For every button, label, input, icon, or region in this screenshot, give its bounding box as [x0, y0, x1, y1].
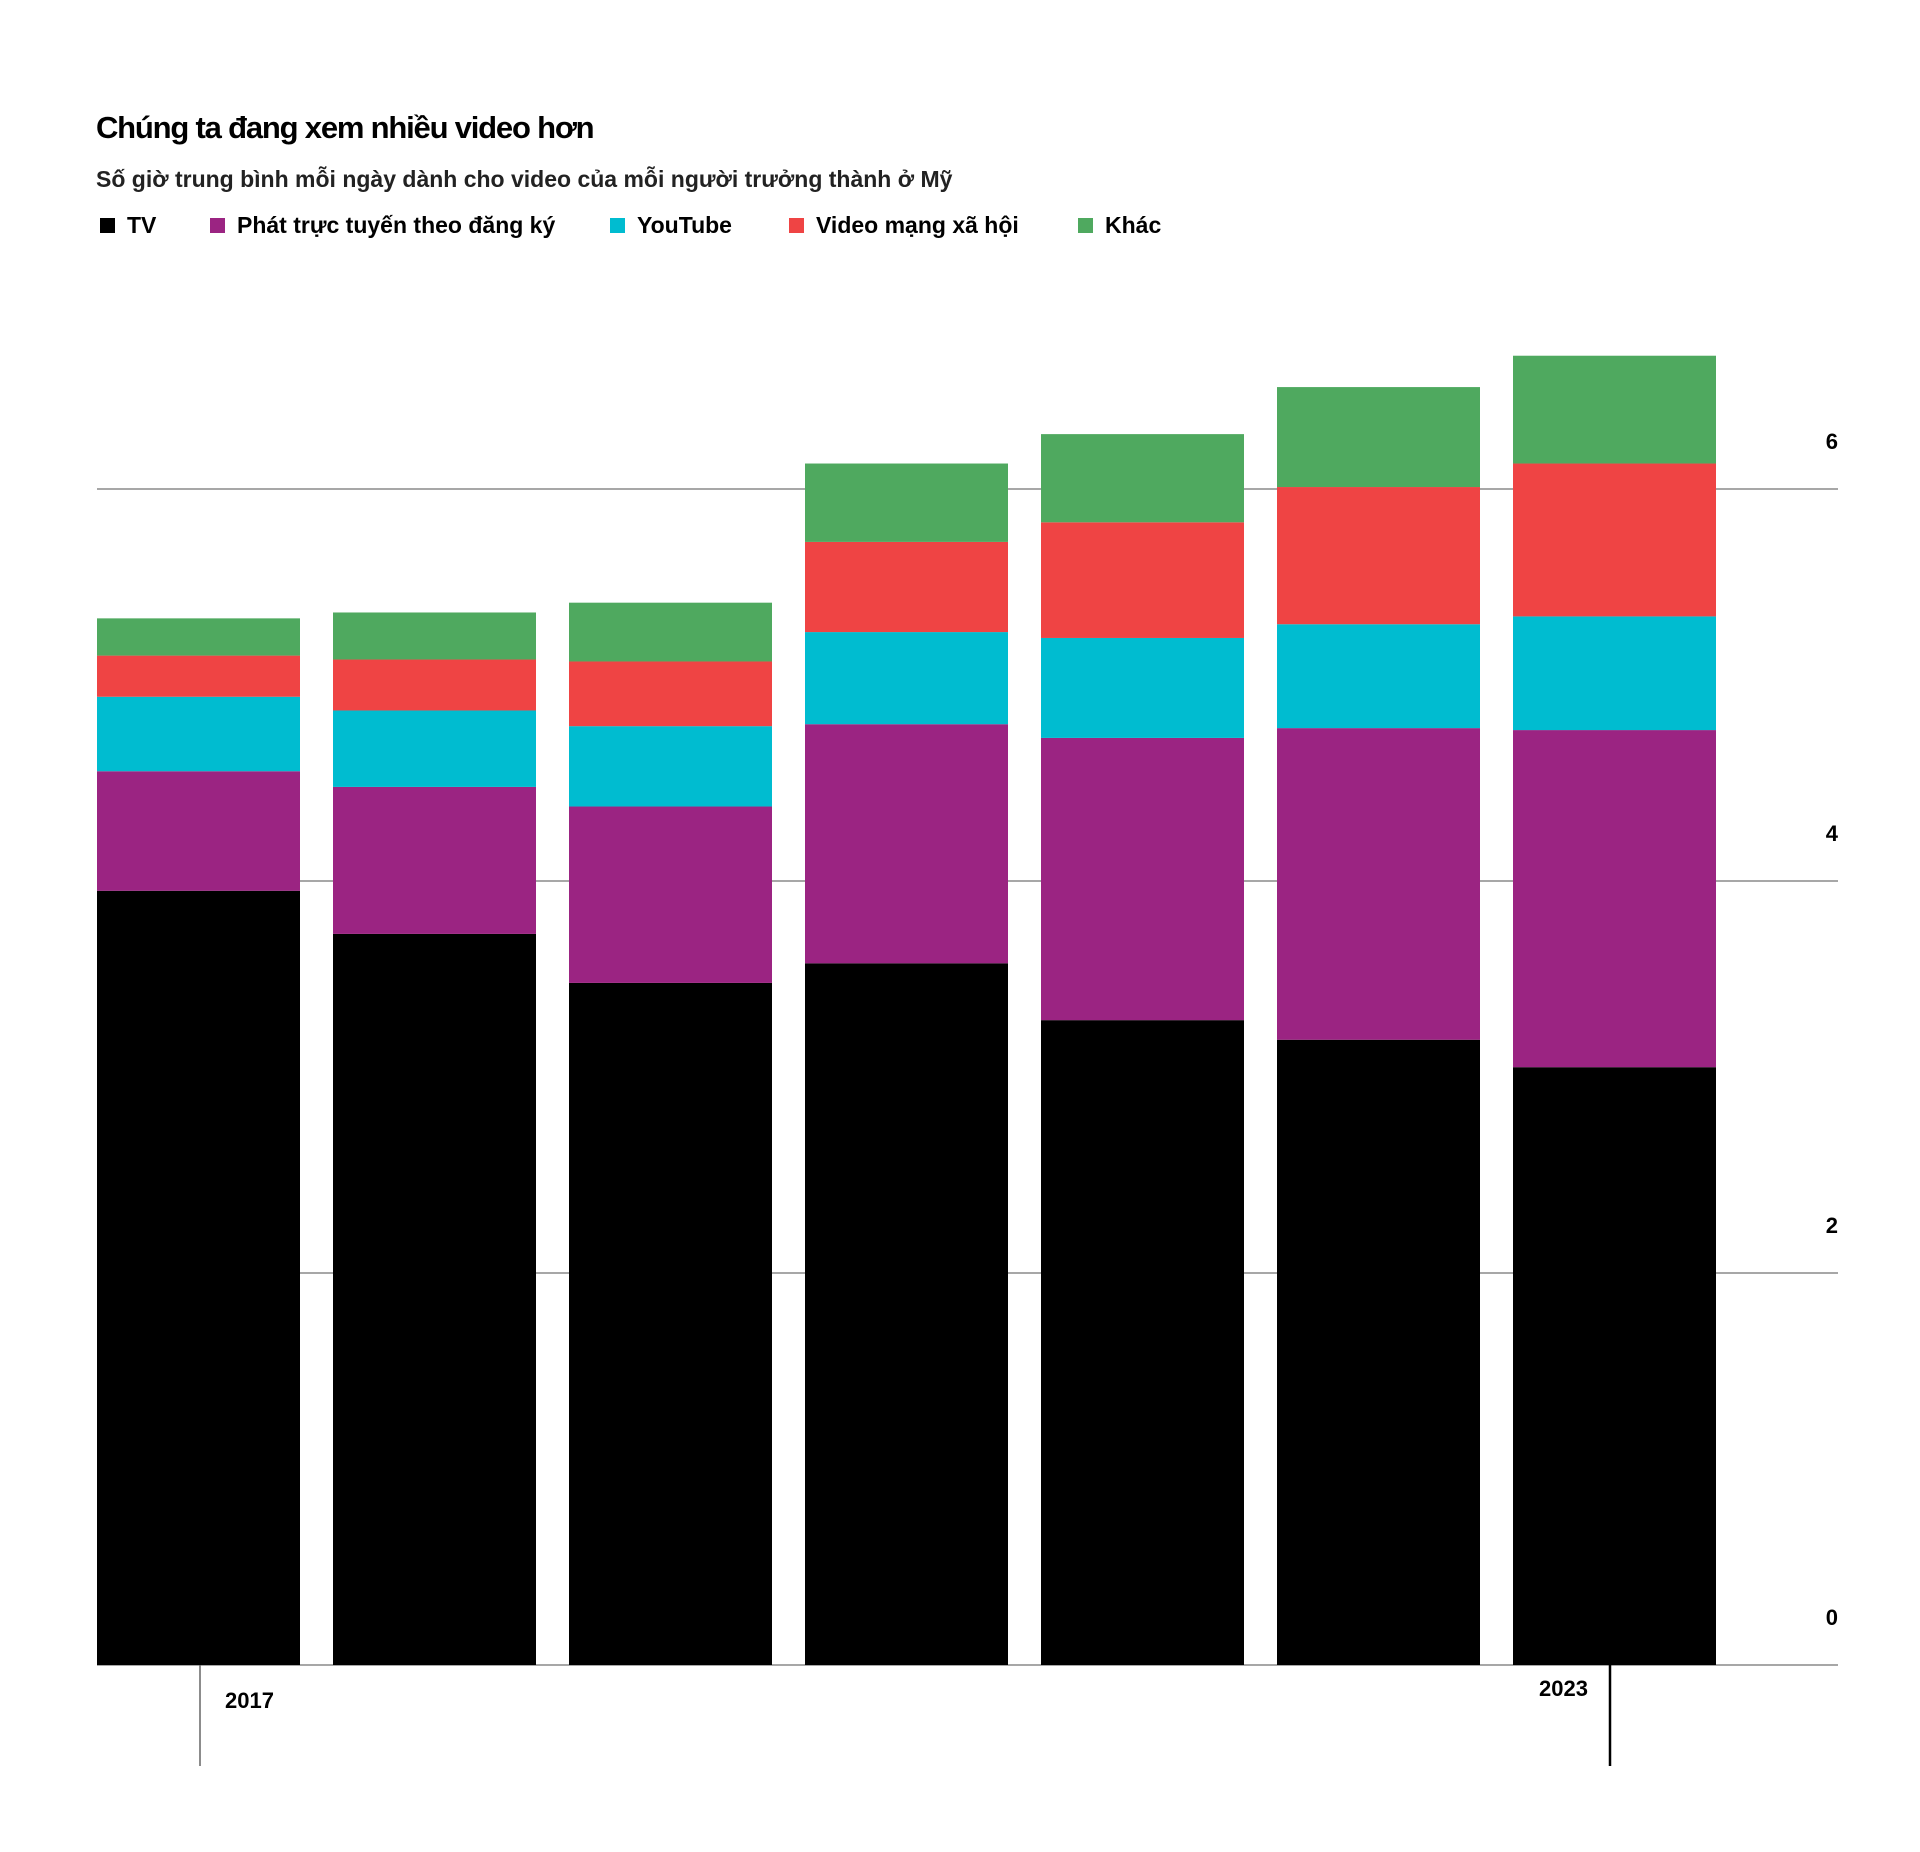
legend-label-youtube: YouTube: [637, 212, 732, 238]
x-tick-label-1: 2017: [225, 1688, 274, 1713]
chart-subtitle: Số giờ trung bình mỗi ngày dành cho vide…: [96, 166, 953, 192]
bar-segment-streaming-4: [805, 724, 1008, 964]
bar-segment-tv-4: [805, 963, 1008, 1665]
bar-segment-tv-7: [1513, 1067, 1716, 1665]
bar-segment-youtube-6: [1277, 624, 1480, 729]
y-tick-label-0: 0: [1826, 1605, 1838, 1630]
bar-layer: [97, 355, 1716, 1665]
chart-title: Chúng ta đang xem nhiều video hơn: [96, 110, 595, 145]
y-tick-label-2: 2: [1826, 1213, 1838, 1238]
bar-segment-streaming-6: [1277, 728, 1480, 1040]
bar-segment-youtube-5: [1041, 637, 1244, 738]
bar-segment-youtube-1: [97, 696, 300, 772]
axis-layer: 0 2 4 6 2017 2023: [199, 429, 1839, 1766]
y-tick-label-4: 4: [1826, 821, 1839, 846]
bar-segment-youtube-7: [1513, 616, 1716, 731]
legend-swatch-social: [789, 218, 804, 233]
chart-legend: TV Phát trực tuyến theo đăng ký YouTube …: [96, 212, 1496, 242]
legend-swatch-youtube: [610, 218, 625, 233]
bar-segment-tv-1: [97, 890, 300, 1665]
bar-segment-streaming-7: [1513, 730, 1716, 1068]
legend-item-social: Video mạng xã hội: [789, 212, 1019, 239]
bar-segment-tv-6: [1277, 1039, 1480, 1665]
bar-segment-streaming-5: [1041, 737, 1244, 1021]
bar-segment-streaming-1: [97, 771, 300, 891]
legend-label-social: Video mạng xã hội: [816, 212, 1019, 238]
bar-segment-other-2: [333, 612, 536, 660]
bar-segment-social-3: [569, 661, 772, 727]
bar-segment-tv-2: [333, 933, 536, 1665]
bar-segment-youtube-4: [805, 632, 1008, 725]
legend-item-other: Khác: [1078, 212, 1161, 239]
bar-segment-tv-3: [569, 982, 772, 1665]
bar-segment-streaming-3: [569, 806, 772, 983]
legend-label-tv: TV: [127, 212, 157, 238]
bar-segment-tv-5: [1041, 1020, 1244, 1665]
bar-segment-social-7: [1513, 463, 1716, 617]
bar-segment-social-5: [1041, 522, 1244, 638]
bar-segment-social-2: [333, 659, 536, 711]
legend-swatch-streaming: [210, 218, 225, 233]
bar-segment-social-6: [1277, 487, 1480, 625]
legend-item-tv: TV: [100, 212, 156, 239]
legend-item-youtube: YouTube: [610, 212, 732, 239]
bar-segment-other-5: [1041, 434, 1244, 523]
y-tick-label-6: 6: [1826, 429, 1838, 454]
bar-segment-social-4: [805, 541, 1008, 633]
legend-label-other: Khác: [1105, 212, 1162, 238]
bar-segment-streaming-2: [333, 786, 536, 934]
bar-segment-other-6: [1277, 387, 1480, 488]
bar-segment-other-4: [805, 463, 1008, 542]
legend-label-streaming: Phát trực tuyến theo đăng ký: [237, 212, 556, 238]
bar-segment-other-3: [569, 602, 772, 662]
bar-segment-youtube-3: [569, 726, 772, 807]
x-tick-label-7: 2023: [1539, 1676, 1588, 1701]
legend-swatch-tv: [100, 218, 115, 233]
bar-segment-social-1: [97, 655, 300, 697]
bar-segment-other-7: [1513, 355, 1716, 464]
legend-swatch-other: [1078, 218, 1093, 233]
bar-segment-youtube-2: [333, 710, 536, 787]
legend-item-streaming: Phát trực tuyến theo đăng ký: [210, 212, 555, 239]
bar-segment-other-1: [97, 618, 300, 656]
